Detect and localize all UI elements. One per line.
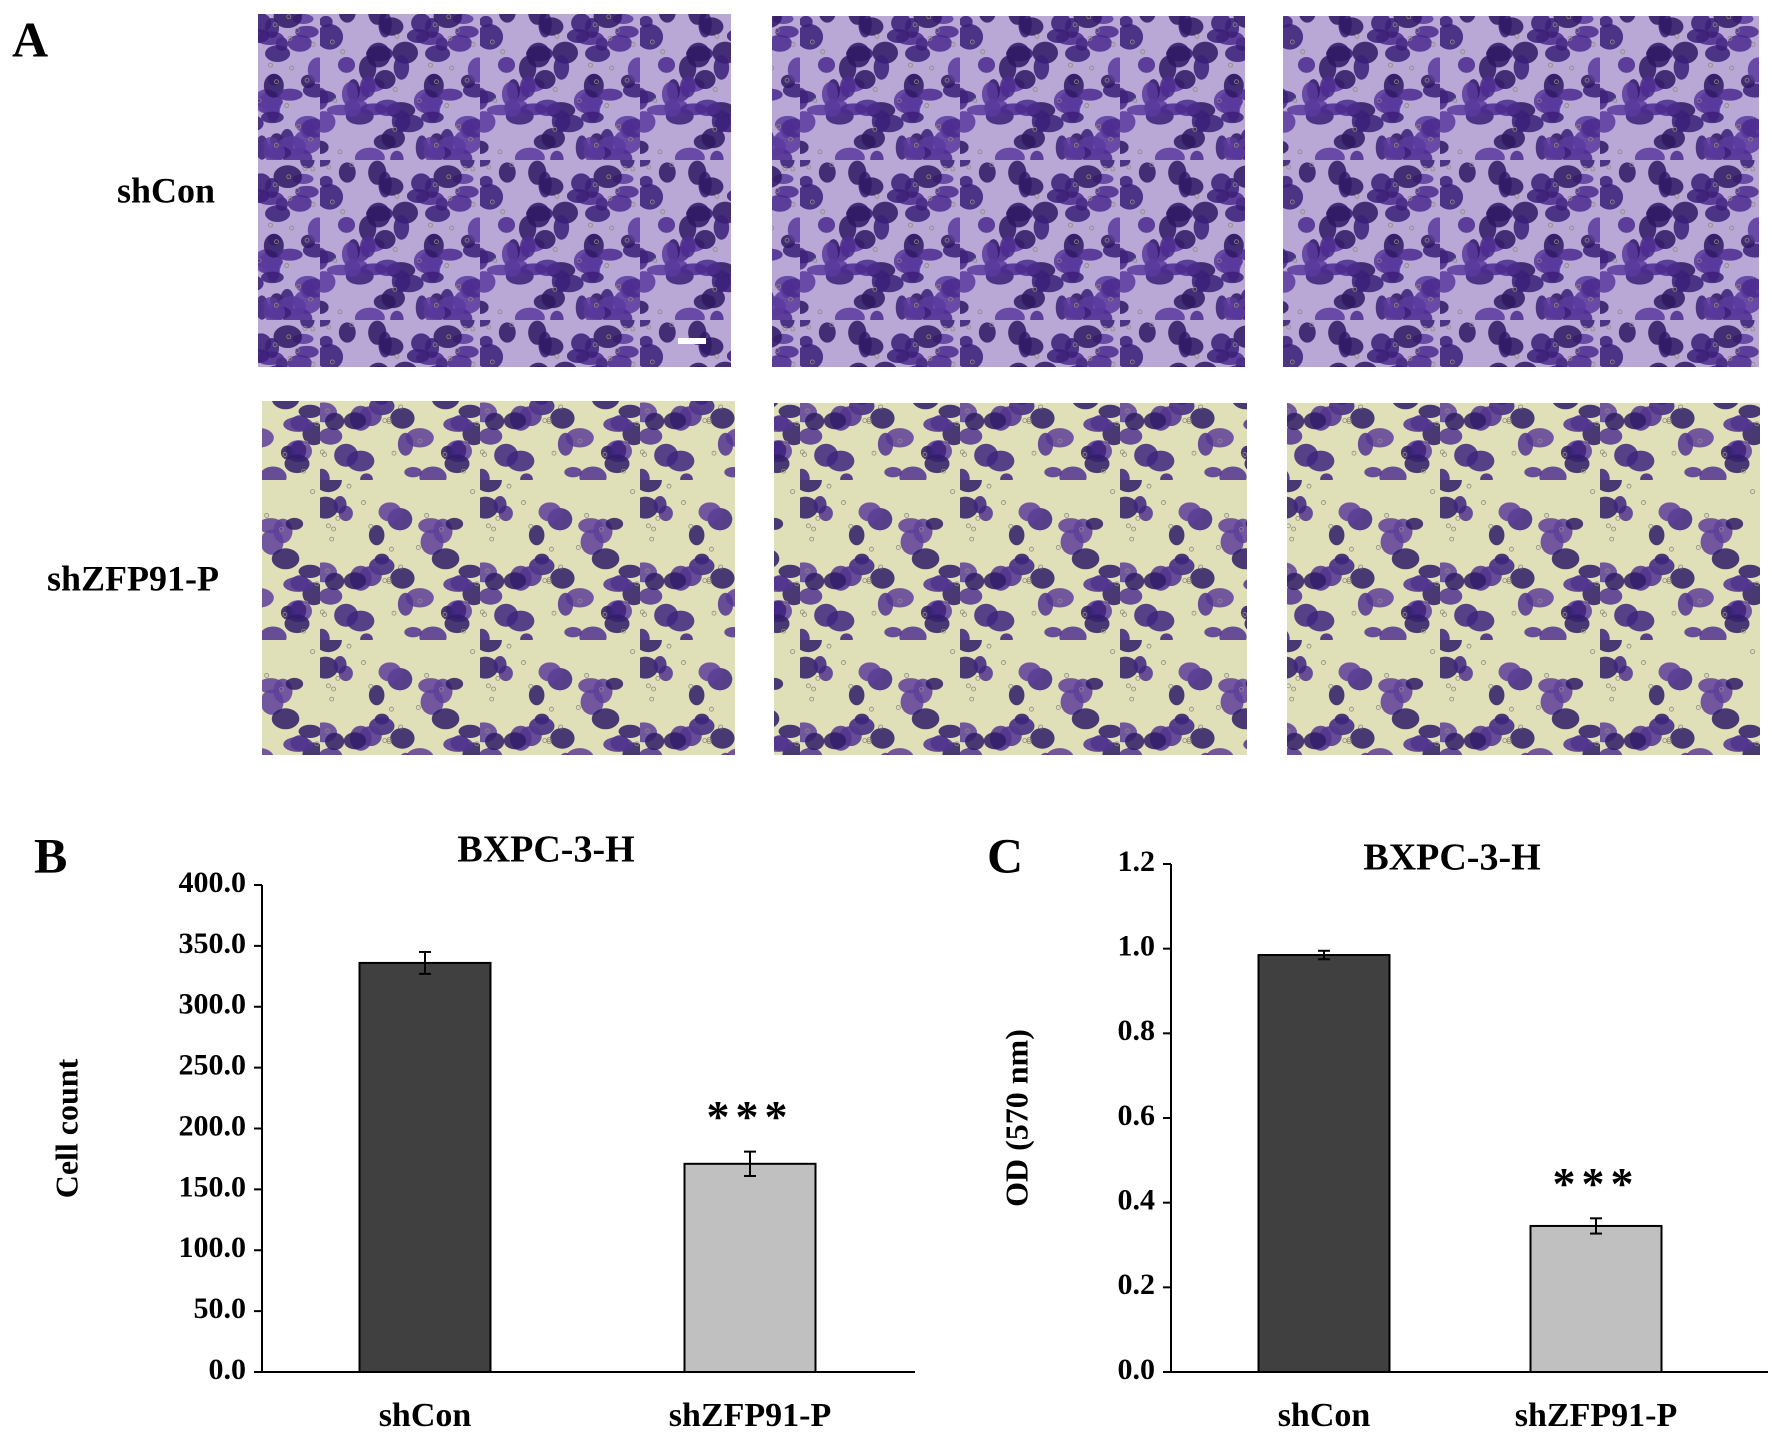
row-label: shZFP91-P bbox=[47, 558, 219, 598]
micrograph bbox=[1287, 403, 1760, 755]
y-tick-label: 200.0 bbox=[179, 1109, 247, 1142]
significance: *** bbox=[707, 1091, 794, 1142]
x-tick-label: shZFP91-P bbox=[669, 1397, 831, 1434]
y-tick-label: 0.0 bbox=[1118, 1353, 1156, 1386]
y-tick-label: 0.6 bbox=[1118, 1099, 1156, 1132]
micrograph bbox=[1283, 16, 1759, 367]
y-axis-label: Cell count bbox=[48, 1058, 84, 1198]
bar bbox=[358, 961, 492, 1373]
bar bbox=[1257, 954, 1391, 1373]
panel-label: B bbox=[34, 827, 67, 883]
y-tick-label: 0.8 bbox=[1118, 1014, 1156, 1047]
x-tick-label: shZFP91-P bbox=[1515, 1397, 1677, 1434]
chart-title: BXPC-3-H bbox=[1363, 837, 1540, 879]
y-tick-label: 0.2 bbox=[1118, 1268, 1156, 1301]
y-tick-label: 0.0 bbox=[209, 1353, 247, 1386]
x-tick-label: shCon bbox=[379, 1397, 472, 1434]
y-tick-label: 300.0 bbox=[179, 988, 247, 1021]
y-tick-label: 350.0 bbox=[179, 927, 247, 960]
chart-title: BXPC-3-H bbox=[457, 829, 634, 871]
scale-bar bbox=[678, 338, 706, 344]
y-tick-label: 50.0 bbox=[194, 1292, 247, 1325]
y-tick-label: 250.0 bbox=[179, 1049, 247, 1082]
micrograph bbox=[262, 401, 735, 755]
y-tick-label: 400.0 bbox=[179, 866, 247, 899]
y-axis-label: OD (570 nm) bbox=[998, 1029, 1034, 1207]
panel-label: A bbox=[12, 11, 48, 67]
y-tick-label: 150.0 bbox=[179, 1170, 247, 1203]
panel-label: C bbox=[987, 827, 1023, 883]
micrograph bbox=[258, 14, 731, 367]
y-tick-label: 1.2 bbox=[1118, 845, 1156, 878]
micrograph bbox=[772, 16, 1245, 367]
x-tick-label: shCon bbox=[1278, 1397, 1371, 1434]
bar bbox=[1529, 1224, 1663, 1373]
significance: *** bbox=[1553, 1158, 1640, 1209]
micrograph bbox=[774, 403, 1247, 755]
bar bbox=[683, 1162, 817, 1373]
y-tick-label: 1.0 bbox=[1118, 930, 1156, 963]
row-label: shCon bbox=[117, 170, 215, 210]
y-tick-label: 100.0 bbox=[179, 1231, 247, 1264]
y-tick-label: 0.4 bbox=[1118, 1184, 1156, 1217]
